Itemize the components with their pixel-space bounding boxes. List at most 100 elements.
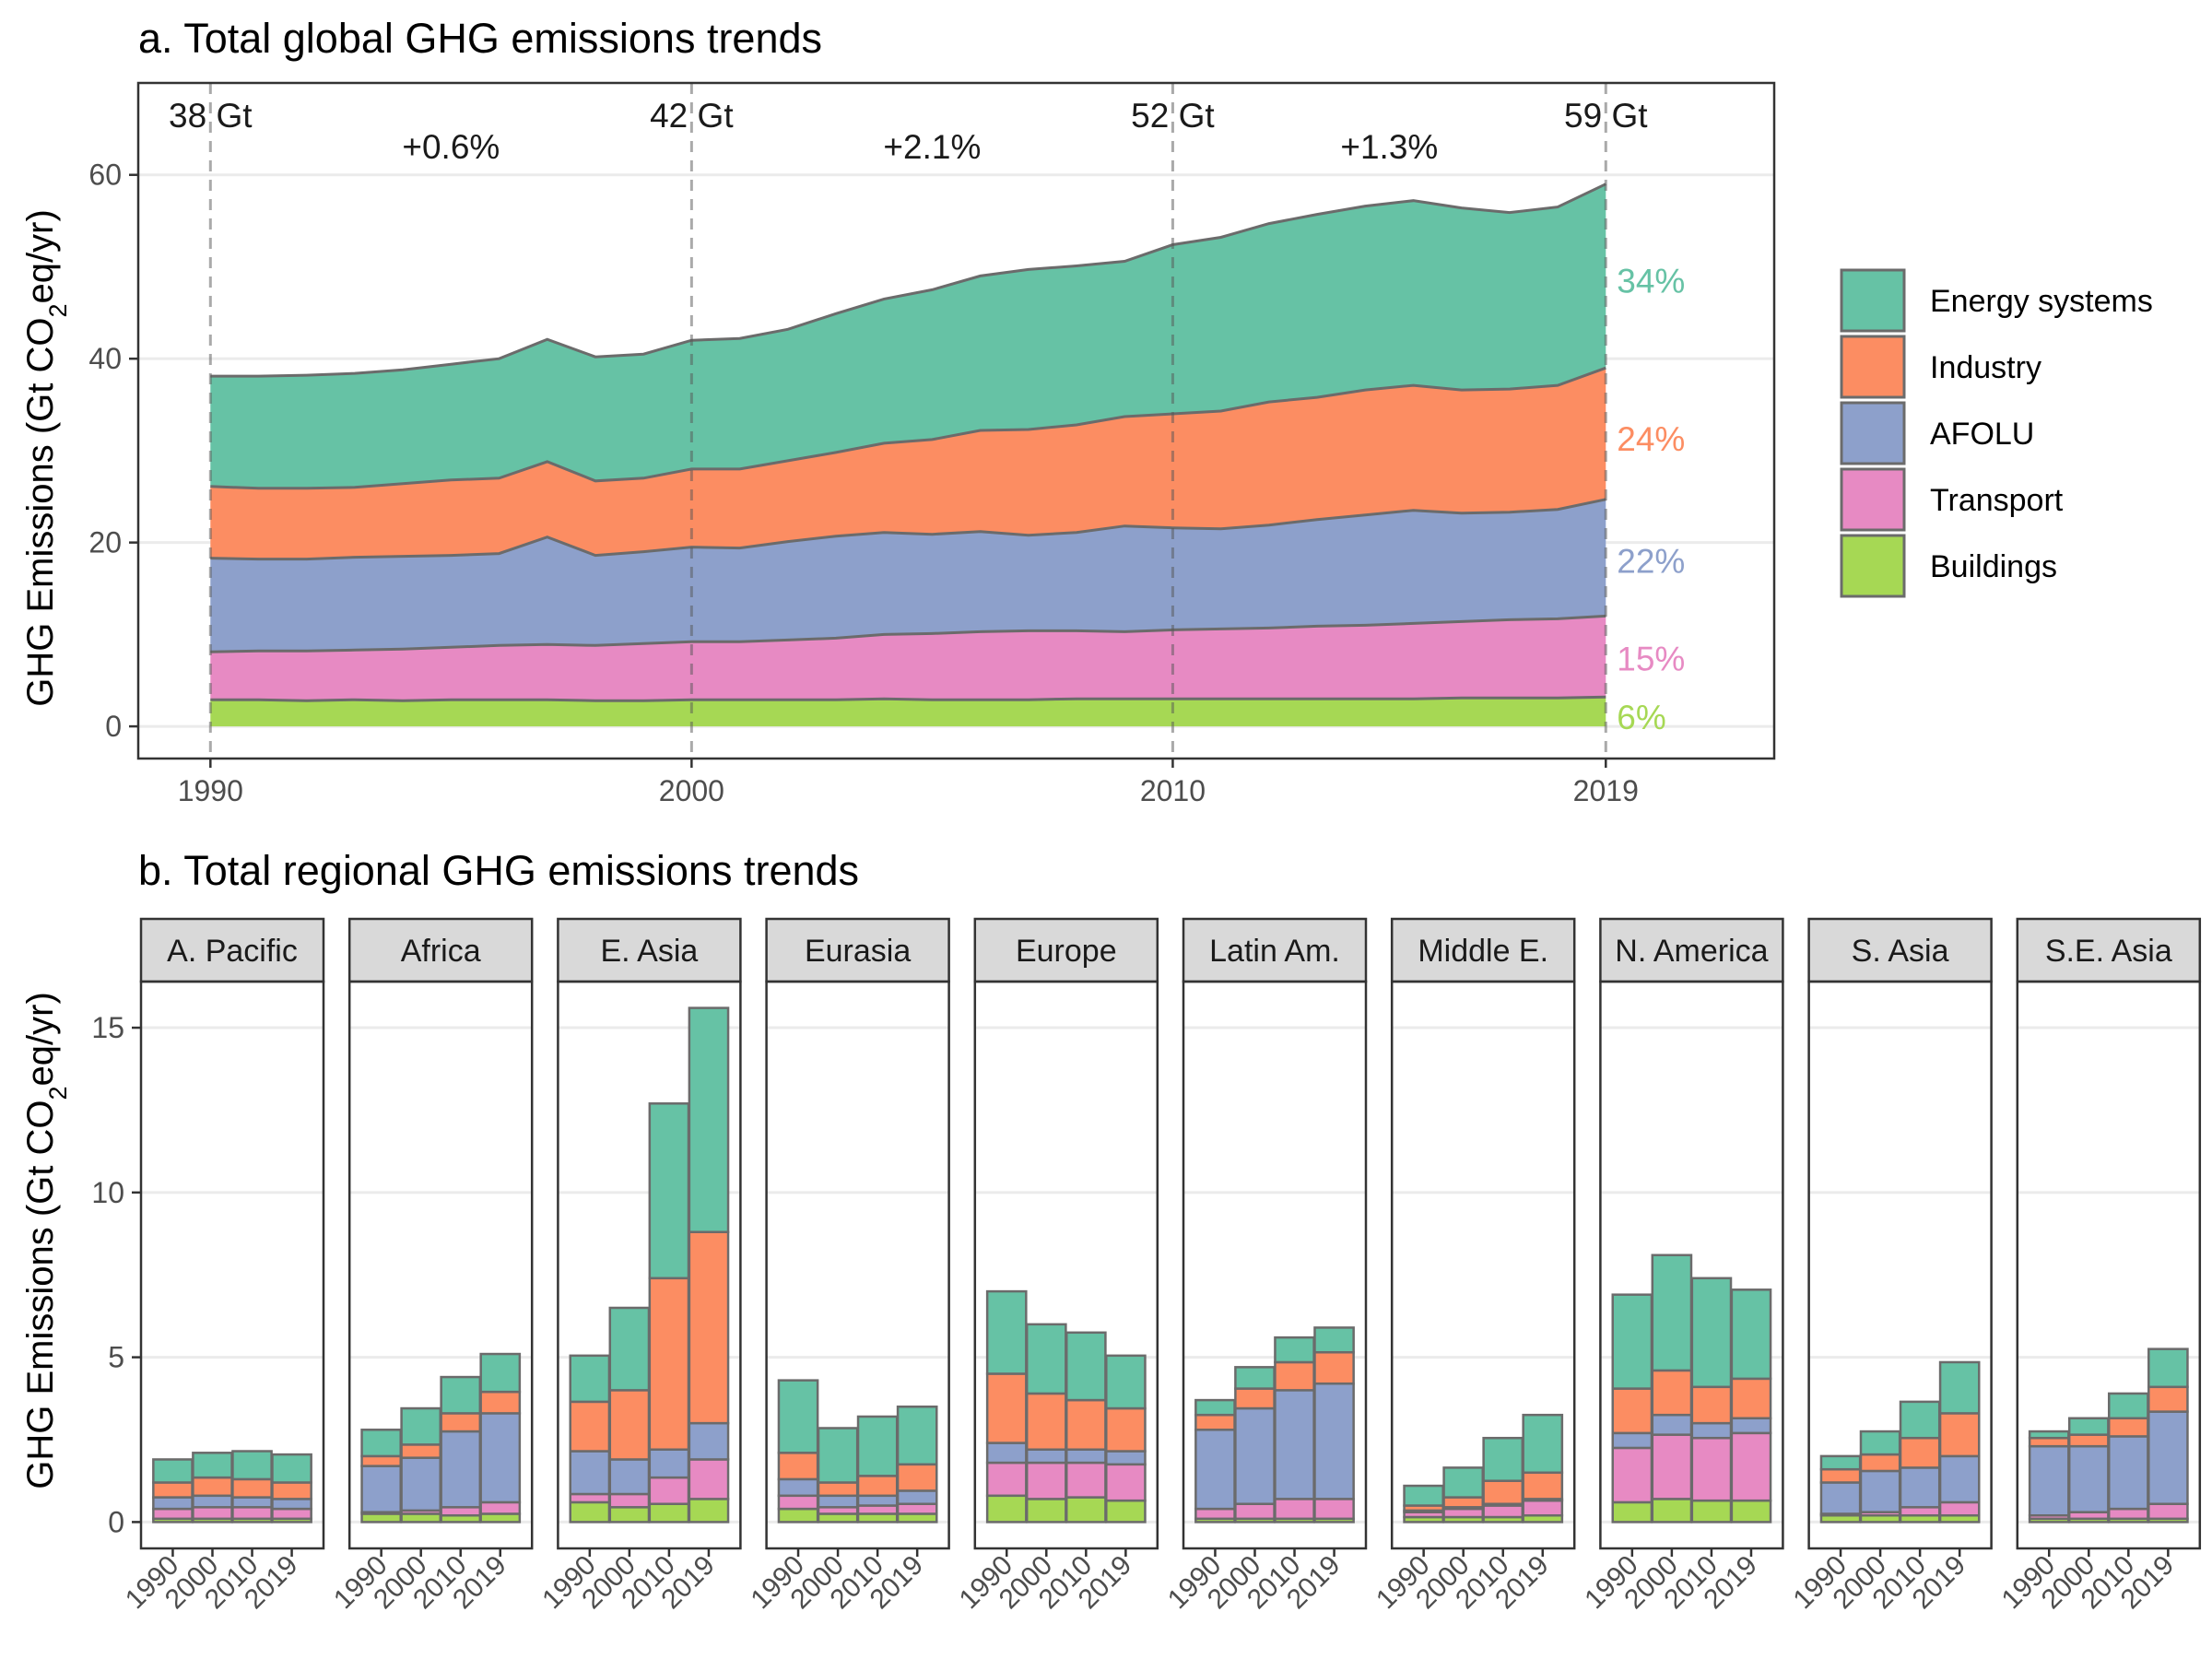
bar-transport-2010 (1690, 1436, 1733, 1502)
facet-strip (2016, 917, 2202, 983)
legend-label-transport: Transport (1930, 483, 2064, 518)
bar-energy-systems-1990 (985, 1289, 1028, 1375)
bar-transport-1990 (1611, 1446, 1653, 1504)
area-energy-systems (210, 183, 1606, 488)
y-tick-label: 60 (88, 159, 122, 192)
panel-a-y-axis-label: GHG Emissions (Gt CO2eq/yr) (20, 209, 72, 707)
share-label-buildings: 6% (1617, 699, 1665, 736)
bar-afolu-1990 (152, 1496, 194, 1511)
bar-afolu-2000 (2067, 1444, 2110, 1513)
facet-strip (1390, 917, 1576, 983)
bar-transport-2019 (896, 1502, 938, 1515)
bar-buildings-2019 (479, 1512, 522, 1524)
bar-transport-2000 (608, 1492, 651, 1509)
legend-label-energy-systems: Energy systems (1930, 284, 2153, 319)
bar-industry-2000 (192, 1476, 233, 1498)
bar-industry-1990 (2028, 1436, 2070, 1448)
bar-afolu-1990 (569, 1450, 611, 1496)
bar-afolu-2010 (1690, 1421, 1733, 1440)
bar-transport-2000 (1442, 1507, 1485, 1519)
area-buildings (210, 697, 1606, 727)
bar-industry-1990 (777, 1452, 819, 1481)
facet-strip (139, 917, 325, 983)
bar-transport-2019 (1522, 1499, 1564, 1517)
bar-industry-2000 (1234, 1387, 1276, 1410)
bar-afolu-2010 (231, 1496, 273, 1509)
bar-buildings-2000 (400, 1512, 442, 1524)
bar-industry-2019 (896, 1463, 938, 1492)
facet-strip (1807, 917, 1993, 983)
bar-energy-systems-2000 (1859, 1430, 1901, 1456)
bar-industry-2010 (1690, 1385, 1733, 1425)
bar-afolu-1990 (985, 1441, 1028, 1465)
panel-a-plot: 38 Gt 42 Gt 52 Gt 59 Gt +0.6% +2.1% +1.3% 34% 24… (88, 81, 1776, 807)
bar-buildings-2019 (896, 1512, 938, 1524)
legend-key-buildings (1840, 534, 1906, 598)
bar-industry-2000 (1859, 1453, 1901, 1473)
bar-industry-1990 (985, 1372, 1028, 1444)
bar-industry-2019 (479, 1390, 522, 1415)
bar-afolu-2019 (271, 1498, 312, 1511)
bar-buildings-1990 (777, 1507, 819, 1524)
bar-buildings-1990 (360, 1512, 402, 1524)
bar-energy-systems-2010 (1274, 1335, 1315, 1364)
bar-afolu-2010 (1899, 1466, 1941, 1509)
x-tick-label: 2010 (1140, 774, 1206, 807)
bar-industry-2000 (400, 1443, 442, 1459)
facet-strip-label: S. Asia (1852, 934, 1949, 969)
bar-buildings-2019 (1105, 1499, 1147, 1524)
facet-strip-label: A. Pacific (167, 934, 298, 969)
bar-energy-systems-2010 (1065, 1331, 1107, 1402)
bar-transport-1990 (569, 1492, 611, 1504)
facet-border (1390, 980, 1576, 1550)
bar-energy-systems-2010 (231, 1450, 273, 1481)
facet-border (2016, 980, 2202, 1550)
facet-strip (765, 917, 950, 983)
bar-afolu-2010 (1065, 1448, 1107, 1465)
bar-buildings-1990 (985, 1494, 1028, 1524)
y-tick-label: 5 (108, 1341, 124, 1374)
bar-industry-2019 (1522, 1471, 1564, 1500)
y-tick-label: 40 (88, 342, 122, 375)
legend-key-industry (1840, 335, 1906, 399)
bar-afolu-2010 (2107, 1435, 2149, 1511)
facet-border (1182, 980, 1368, 1550)
bar-energy-systems-2010 (440, 1375, 482, 1415)
bar-buildings-2010 (1690, 1499, 1733, 1524)
bar-transport-2000 (192, 1506, 233, 1521)
bar-industry-2000 (2067, 1433, 2110, 1448)
bar-afolu-2019 (1105, 1450, 1147, 1466)
bar-industry-2019 (271, 1481, 312, 1500)
panel-b-title: b. Total regional GHG emissions trends (138, 847, 859, 894)
bar-afolu-2019 (2147, 1410, 2189, 1505)
bar-industry-1990 (360, 1454, 402, 1467)
facet-strip-label: Africa (401, 934, 481, 969)
bar-afolu-2000 (817, 1494, 859, 1509)
bar-energy-systems-2019 (1522, 1413, 1564, 1475)
bar-energy-systems-2019 (1313, 1326, 1355, 1354)
bar-industry-2019 (1938, 1412, 1981, 1458)
bar-afolu-2019 (479, 1412, 522, 1504)
bar-industry-2000 (1442, 1496, 1485, 1509)
bar-buildings-2000 (608, 1506, 651, 1524)
facet-border (347, 980, 534, 1550)
bar-energy-systems-2019 (1938, 1360, 1981, 1415)
bar-energy-systems-2000 (817, 1427, 859, 1484)
bar-transport-2019 (1313, 1498, 1355, 1521)
total-label-2019: 59 Gt (1564, 97, 1648, 135)
bar-transport-2019 (688, 1458, 730, 1500)
bar-afolu-2010 (1274, 1389, 1315, 1500)
panel-a-border (136, 81, 1776, 760)
area-outline-energy-systems (210, 182, 1606, 378)
bar-transport-1990 (985, 1461, 1028, 1498)
facet-strip-label: Eurasia (805, 934, 911, 969)
bar-afolu-2000 (192, 1494, 233, 1509)
bar-afolu-2000 (1651, 1413, 1693, 1436)
bar-energy-systems-2000 (1442, 1466, 1485, 1499)
panel-b-y-axis-label: GHG Emissions (Gt CO2eq/yr) (20, 992, 72, 1489)
